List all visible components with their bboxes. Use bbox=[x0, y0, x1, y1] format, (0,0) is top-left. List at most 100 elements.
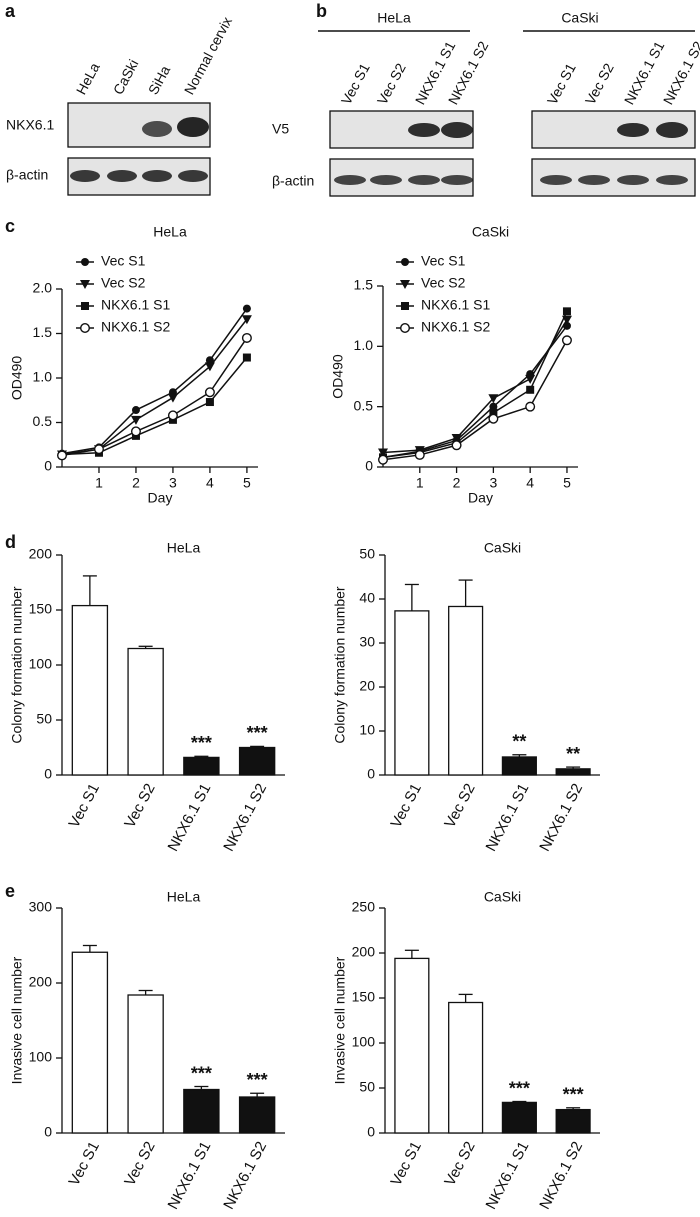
bar bbox=[127, 994, 164, 1134]
y-axis-label: Invasive cell number bbox=[9, 956, 25, 1084]
lane-label: SiHa bbox=[145, 63, 173, 97]
marker bbox=[205, 398, 214, 407]
bar bbox=[448, 605, 484, 776]
marker bbox=[489, 402, 498, 411]
x-tick-label: NKX6.1 S1 bbox=[483, 781, 533, 855]
legend-marker bbox=[400, 280, 410, 289]
lane-label: Vec S1 bbox=[544, 60, 579, 107]
lane-label: Vec S2 bbox=[582, 60, 617, 107]
blot-band bbox=[70, 170, 100, 182]
significance-label: *** bbox=[563, 1085, 584, 1105]
x-tick-label: NKX6.1 S2 bbox=[220, 781, 270, 855]
y-tick-label: 1.0 bbox=[354, 337, 374, 353]
lane-label: HeLa bbox=[73, 60, 103, 97]
marker bbox=[241, 315, 252, 325]
x-tick-label: 5 bbox=[563, 475, 571, 491]
x-tick-label: Vec S2 bbox=[121, 1139, 158, 1189]
legend-label: Vec S2 bbox=[101, 275, 146, 291]
lane-label: Vec S1 bbox=[338, 60, 373, 107]
y-tick-label: 150 bbox=[29, 601, 53, 617]
blot-band bbox=[617, 123, 649, 137]
y-tick-label: 100 bbox=[29, 1049, 53, 1065]
x-tick-label: Vec S2 bbox=[121, 781, 158, 831]
y-tick-label: 100 bbox=[29, 656, 53, 672]
marker bbox=[204, 387, 215, 398]
panel-letter: c bbox=[5, 216, 15, 236]
blot-band bbox=[178, 170, 208, 182]
x-tick-label: 3 bbox=[489, 475, 497, 491]
blot-band bbox=[142, 170, 172, 182]
marker bbox=[414, 449, 425, 460]
y-tick-label: 100 bbox=[352, 1034, 376, 1050]
blot-band bbox=[441, 122, 473, 138]
chart-title: HeLa bbox=[167, 889, 201, 905]
y-tick-label: 40 bbox=[359, 590, 375, 606]
marker bbox=[451, 440, 462, 451]
significance-label: *** bbox=[191, 1063, 212, 1083]
chart-title: CaSki bbox=[484, 540, 521, 556]
row-label: β-actin bbox=[6, 167, 48, 183]
y-tick-label: 50 bbox=[359, 546, 375, 562]
blot-band bbox=[656, 122, 688, 138]
marker bbox=[131, 406, 140, 415]
y-tick-label: 50 bbox=[359, 1079, 375, 1095]
x-tick-label: 2 bbox=[453, 475, 461, 491]
legend-marker bbox=[81, 302, 89, 310]
blot-band bbox=[578, 175, 610, 185]
y-tick-label: 30 bbox=[359, 634, 375, 650]
marker bbox=[93, 444, 104, 455]
chart-title: CaSki bbox=[484, 889, 521, 905]
significance-label: *** bbox=[247, 723, 268, 743]
legend-label: Vec S1 bbox=[101, 253, 146, 269]
x-tick-label: Vec S2 bbox=[441, 781, 478, 831]
marker bbox=[525, 401, 536, 412]
x-axis-label: Day bbox=[148, 490, 173, 506]
lane-label: Normal cervix bbox=[181, 14, 235, 97]
marker bbox=[488, 394, 499, 404]
series-line bbox=[382, 339, 568, 461]
series-line bbox=[61, 337, 248, 457]
marker bbox=[57, 450, 68, 461]
y-tick-label: 2.0 bbox=[33, 280, 53, 296]
significance-label: *** bbox=[509, 1078, 530, 1098]
legend-label: NKX6.1 S2 bbox=[421, 319, 490, 335]
y-tick-label: 0.5 bbox=[354, 397, 374, 413]
marker bbox=[205, 356, 214, 365]
x-tick-label: 3 bbox=[169, 475, 177, 491]
x-tick-label: NKX6.1 S2 bbox=[536, 1139, 586, 1213]
x-tick-label: 1 bbox=[416, 475, 424, 491]
bar bbox=[183, 756, 220, 776]
bar bbox=[555, 768, 591, 776]
marker bbox=[525, 374, 536, 384]
series-line bbox=[61, 308, 248, 455]
legend-marker bbox=[401, 258, 409, 266]
bar bbox=[183, 1088, 220, 1134]
marker bbox=[242, 304, 251, 313]
x-tick-label: Vec S2 bbox=[441, 1139, 478, 1189]
marker bbox=[562, 307, 571, 316]
x-tick-label: 1 bbox=[95, 475, 103, 491]
legend-label: NKX6.1 S2 bbox=[101, 319, 170, 335]
x-tick-label: Vec S1 bbox=[388, 1139, 425, 1189]
blot-band bbox=[656, 175, 688, 185]
marker bbox=[242, 353, 251, 362]
y-tick-label: 1.0 bbox=[33, 369, 53, 385]
series-line bbox=[382, 325, 568, 459]
legend-marker bbox=[401, 302, 409, 310]
panel-letter: d bbox=[5, 532, 16, 552]
y-tick-label: 200 bbox=[29, 974, 53, 990]
y-tick-label: 200 bbox=[352, 944, 376, 960]
y-tick-label: 0 bbox=[44, 766, 52, 782]
series-line bbox=[61, 357, 248, 456]
series-line bbox=[382, 311, 568, 459]
group-label: CaSki bbox=[561, 10, 598, 26]
marker bbox=[378, 448, 388, 458]
y-tick-label: 0 bbox=[365, 458, 373, 474]
marker bbox=[167, 410, 178, 421]
y-tick-label: 1.5 bbox=[33, 324, 53, 340]
x-tick-label: 5 bbox=[243, 475, 251, 491]
row-label: β-actin bbox=[272, 173, 314, 189]
bar bbox=[555, 1108, 591, 1134]
significance-label: ** bbox=[512, 732, 526, 752]
bar bbox=[127, 647, 164, 776]
